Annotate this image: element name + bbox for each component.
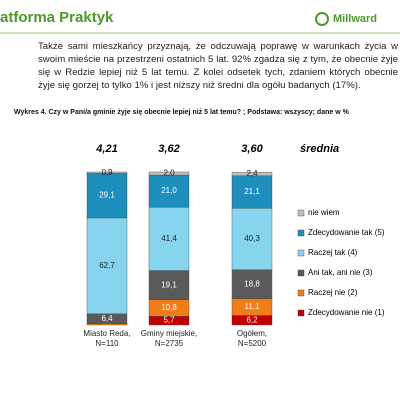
bar-segment bbox=[231, 171, 273, 177]
data-label: 5,7 bbox=[163, 316, 175, 325]
bar-segment bbox=[86, 217, 128, 315]
legend-label: Zdecydowanie nie (1) bbox=[308, 308, 385, 317]
logo-icon bbox=[315, 12, 329, 26]
legend-swatch bbox=[297, 229, 305, 237]
legend-label: Raczej nie (2) bbox=[308, 288, 358, 297]
x-tick-label: Miasto Reda, N=110 bbox=[83, 329, 131, 348]
x-tick-label: Gminy miejskie, N=2735 bbox=[140, 329, 198, 348]
data-label: 19,1 bbox=[161, 280, 177, 289]
data-label: 41,4 bbox=[161, 234, 177, 243]
mean-label: średnia bbox=[300, 143, 339, 155]
chart-title: Wykres 4. Czy w Pani/a gminie żyje się o… bbox=[14, 109, 350, 116]
bar-segment bbox=[231, 207, 273, 270]
bar-segment bbox=[86, 171, 128, 174]
mean-value: 3,60 bbox=[241, 143, 263, 155]
data-label: 2,0 bbox=[163, 169, 175, 178]
legend-swatch bbox=[297, 249, 305, 257]
data-label: 18,8 bbox=[244, 279, 260, 288]
data-label: 21,1 bbox=[244, 187, 260, 196]
data-label: 29,1 bbox=[99, 191, 115, 200]
data-label: 0,9 bbox=[101, 168, 113, 177]
data-label: 2,4 bbox=[246, 169, 258, 178]
paragraph: Także sami mieszkańcy przyznają, że odcz… bbox=[38, 41, 398, 91]
data-label: 10,8 bbox=[161, 303, 177, 312]
legend-label: nie wiem bbox=[308, 208, 340, 217]
data-label: 62,7 bbox=[99, 261, 115, 270]
x-tick-label: Ogółem, N=5200 bbox=[236, 329, 268, 348]
header-title: atforma Praktyk bbox=[0, 9, 114, 26]
data-label: 40,3 bbox=[244, 234, 260, 243]
legend-label: Zdecydowanie tak (5) bbox=[308, 228, 385, 237]
bar-segment bbox=[148, 270, 190, 300]
legend-swatch bbox=[297, 269, 305, 277]
bar-segment bbox=[148, 171, 190, 176]
bar-segment bbox=[231, 175, 273, 209]
logo: Millward bbox=[333, 13, 377, 25]
mean-value: 4,21 bbox=[95, 143, 117, 155]
data-label: 6,4 bbox=[101, 314, 113, 323]
legend-label: Raczej tak (4) bbox=[308, 248, 358, 257]
data-label: 21,0 bbox=[161, 186, 177, 195]
legend-swatch bbox=[297, 289, 305, 297]
bar-segment bbox=[231, 269, 273, 299]
bar-segment bbox=[148, 206, 190, 271]
data-label: 6,2 bbox=[246, 315, 258, 324]
legend-label: Ani tak, ani nie (3) bbox=[308, 268, 373, 277]
legend-swatch bbox=[297, 309, 305, 317]
data-label: 11,1 bbox=[245, 302, 261, 311]
mean-value: 3,62 bbox=[158, 143, 179, 155]
legend-swatch bbox=[297, 209, 305, 217]
